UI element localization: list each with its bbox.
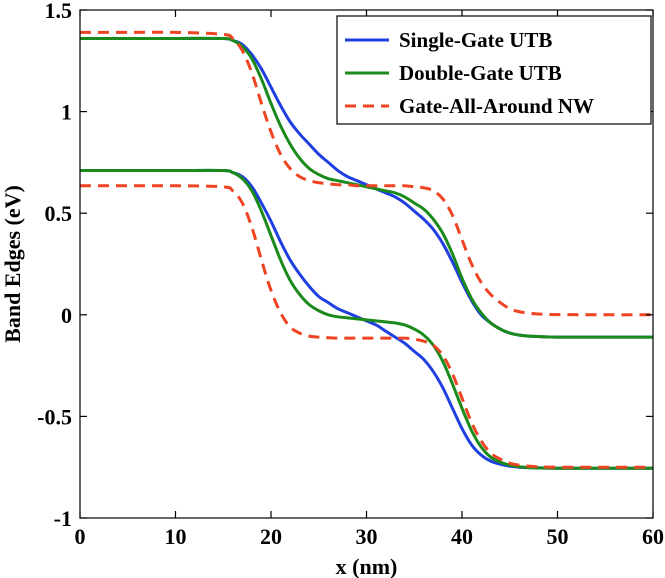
x-tick-label: 10 xyxy=(165,524,187,549)
series-line-double-gate-utb-valence xyxy=(80,168,653,470)
x-tick-label: 30 xyxy=(356,524,378,549)
x-tick-label: 60 xyxy=(642,524,664,549)
series-line-gate-all-around-nw-valence xyxy=(80,184,653,469)
x-tick-label: 40 xyxy=(451,524,473,549)
y-tick-label: -1 xyxy=(54,506,72,531)
legend-label: Double-Gate UTB xyxy=(399,61,562,85)
ticks-layer: 0 10 20 30 40 50 60 -1 -0.5 0 0.5 1 1.5 xyxy=(37,0,664,549)
y-tick-label: 0 xyxy=(61,303,72,328)
legend-box xyxy=(336,15,652,125)
x-tick-label: 20 xyxy=(260,524,282,549)
y-tick-label: 0.5 xyxy=(45,201,73,226)
series-line-gate-all-around-nw-conduction xyxy=(79,30,654,317)
x-tick-label: 0 xyxy=(75,524,86,549)
legend-label: Gate-All-Around NW xyxy=(399,94,594,118)
x-axis-title: x (nm) xyxy=(336,554,398,578)
legend: Single-Gate UTB Double-Gate UTB Gate-All-A… xyxy=(336,15,652,125)
y-tick-label: 1 xyxy=(61,100,72,125)
series-layer xyxy=(79,30,654,470)
y-tick-label: -0.5 xyxy=(37,404,72,429)
y-tick-label: 1.5 xyxy=(45,0,73,23)
y-axis-title: Band Edges (eV) xyxy=(0,185,25,343)
legend-label: Single-Gate UTB xyxy=(399,28,552,52)
x-tick-label: 50 xyxy=(547,524,569,549)
series-line-double-gate-utb-conduction xyxy=(80,36,653,339)
